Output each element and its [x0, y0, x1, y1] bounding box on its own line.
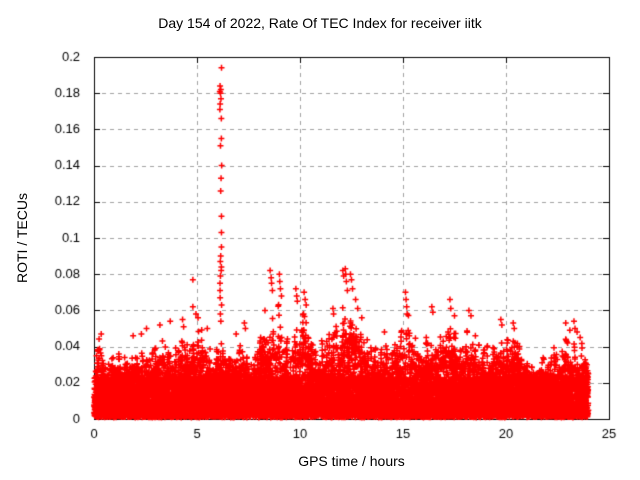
chart-title: Day 154 of 2022, Rate Of TEC Index for r… — [158, 15, 482, 31]
x-axis-label: GPS time / hours — [298, 453, 405, 469]
y-axis-label: ROTI / TECUs — [14, 193, 30, 283]
